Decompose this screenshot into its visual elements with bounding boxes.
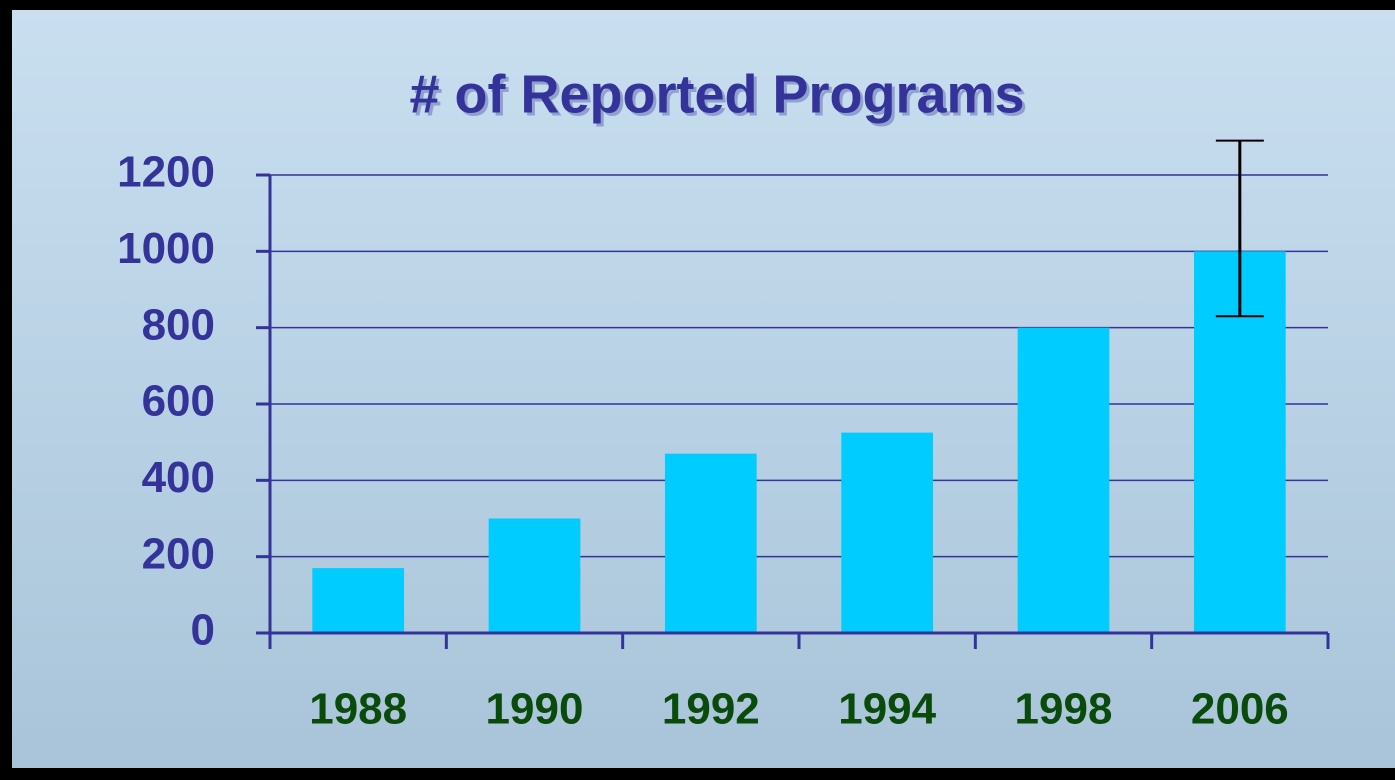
x-tick-label: 1988 [309,685,407,734]
x-tick-label: 1998 [1015,685,1113,734]
chart-title: # of Reported Programs [409,64,1024,124]
panel [12,10,1395,768]
y-tick-label: 1200 [117,148,215,197]
title-shadow: # of Reported Programs [412,67,1027,127]
y-tick-label: 1000 [117,224,215,273]
y-tick-label: 400 [142,453,215,502]
bar [664,453,757,633]
y-tick-label: 0 [191,606,215,655]
bar [1017,327,1110,633]
bar [312,568,405,633]
y-tick-label: 800 [142,300,215,349]
x-tick-label: 1992 [662,685,760,734]
y-tick-label: 200 [142,529,215,578]
y-tick-label: 600 [142,377,215,426]
bar [841,432,934,633]
x-tick-label: 2006 [1191,685,1289,734]
x-tick-label: 1990 [486,685,584,734]
bar [488,518,581,633]
x-tick-label: 1994 [838,685,936,734]
